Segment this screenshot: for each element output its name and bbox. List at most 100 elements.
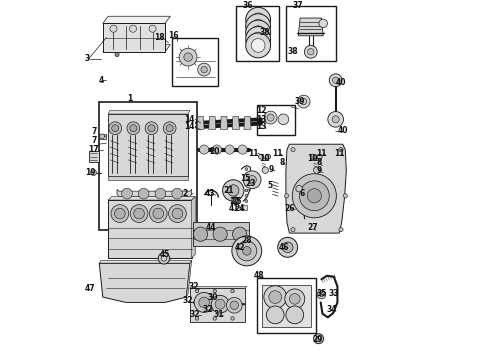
- Bar: [172, 37, 219, 86]
- Bar: [257, 278, 316, 333]
- Circle shape: [166, 125, 173, 132]
- Text: 11: 11: [248, 149, 259, 158]
- Text: 46: 46: [279, 243, 290, 252]
- Text: 35: 35: [316, 289, 327, 298]
- Polygon shape: [286, 144, 346, 233]
- Circle shape: [339, 148, 343, 152]
- Bar: [257, 105, 295, 135]
- Circle shape: [184, 53, 193, 62]
- Circle shape: [91, 170, 97, 176]
- Polygon shape: [190, 287, 247, 288]
- Polygon shape: [108, 114, 188, 176]
- Circle shape: [138, 188, 149, 199]
- Text: 43: 43: [204, 189, 215, 198]
- Circle shape: [230, 301, 239, 310]
- Circle shape: [248, 176, 256, 184]
- Circle shape: [317, 290, 326, 299]
- Circle shape: [213, 317, 217, 320]
- Circle shape: [259, 154, 264, 159]
- Text: 32: 32: [190, 310, 200, 319]
- Bar: [286, 6, 336, 61]
- Polygon shape: [186, 261, 192, 297]
- Circle shape: [172, 188, 182, 199]
- Polygon shape: [108, 197, 195, 200]
- Circle shape: [245, 178, 248, 181]
- Circle shape: [286, 306, 304, 324]
- Circle shape: [317, 154, 322, 159]
- Circle shape: [109, 122, 122, 135]
- Text: 30: 30: [208, 293, 218, 302]
- Circle shape: [172, 208, 183, 219]
- Circle shape: [130, 125, 137, 132]
- Text: 32: 32: [183, 296, 194, 305]
- Circle shape: [237, 241, 257, 261]
- Text: 40: 40: [336, 77, 346, 86]
- Text: 31: 31: [213, 310, 223, 319]
- Circle shape: [115, 208, 125, 219]
- Polygon shape: [108, 111, 190, 114]
- Circle shape: [198, 63, 211, 76]
- Circle shape: [251, 19, 265, 33]
- Text: 9: 9: [269, 165, 274, 174]
- Text: 3: 3: [84, 54, 90, 63]
- Text: 14: 14: [185, 115, 195, 124]
- Circle shape: [291, 228, 295, 232]
- Polygon shape: [243, 176, 254, 181]
- Text: 8: 8: [280, 158, 285, 167]
- Text: 29: 29: [313, 335, 323, 344]
- Circle shape: [245, 194, 248, 197]
- Polygon shape: [99, 263, 190, 302]
- Polygon shape: [244, 117, 251, 129]
- Circle shape: [296, 185, 302, 192]
- Text: 14: 14: [185, 122, 195, 131]
- Circle shape: [127, 122, 140, 135]
- Polygon shape: [190, 288, 245, 322]
- Polygon shape: [108, 200, 192, 258]
- Circle shape: [262, 167, 269, 174]
- Circle shape: [122, 188, 132, 199]
- Circle shape: [179, 48, 197, 66]
- Polygon shape: [103, 45, 171, 52]
- Polygon shape: [117, 189, 192, 197]
- Circle shape: [163, 122, 176, 135]
- Circle shape: [314, 167, 320, 174]
- Circle shape: [148, 125, 155, 132]
- Text: 24: 24: [234, 204, 245, 213]
- Circle shape: [232, 197, 239, 204]
- Circle shape: [195, 289, 199, 293]
- Circle shape: [153, 208, 164, 219]
- Polygon shape: [99, 261, 192, 263]
- Text: 11: 11: [272, 149, 282, 158]
- Text: 19: 19: [85, 168, 96, 177]
- Polygon shape: [209, 117, 216, 129]
- Circle shape: [278, 114, 289, 125]
- Text: 44: 44: [206, 223, 217, 232]
- Circle shape: [339, 228, 343, 232]
- Circle shape: [245, 20, 270, 45]
- Polygon shape: [103, 16, 171, 23]
- Text: 7: 7: [91, 127, 97, 136]
- Polygon shape: [197, 117, 204, 129]
- Text: 28: 28: [242, 236, 252, 245]
- Circle shape: [149, 205, 167, 222]
- Text: 13: 13: [256, 122, 266, 131]
- Text: 42: 42: [234, 243, 245, 252]
- Circle shape: [211, 295, 229, 313]
- Text: 8: 8: [317, 158, 322, 167]
- Text: 20: 20: [210, 147, 220, 156]
- Circle shape: [251, 32, 265, 46]
- Circle shape: [245, 33, 270, 58]
- Text: 11: 11: [334, 149, 344, 158]
- Polygon shape: [232, 117, 239, 129]
- Circle shape: [169, 205, 186, 222]
- Text: 23: 23: [245, 179, 256, 188]
- Polygon shape: [108, 176, 188, 180]
- Circle shape: [300, 98, 307, 105]
- Circle shape: [297, 95, 310, 108]
- Text: 10: 10: [259, 154, 270, 163]
- Circle shape: [232, 236, 262, 266]
- Circle shape: [307, 189, 321, 203]
- Circle shape: [245, 184, 248, 186]
- Circle shape: [231, 289, 234, 293]
- Circle shape: [199, 145, 209, 154]
